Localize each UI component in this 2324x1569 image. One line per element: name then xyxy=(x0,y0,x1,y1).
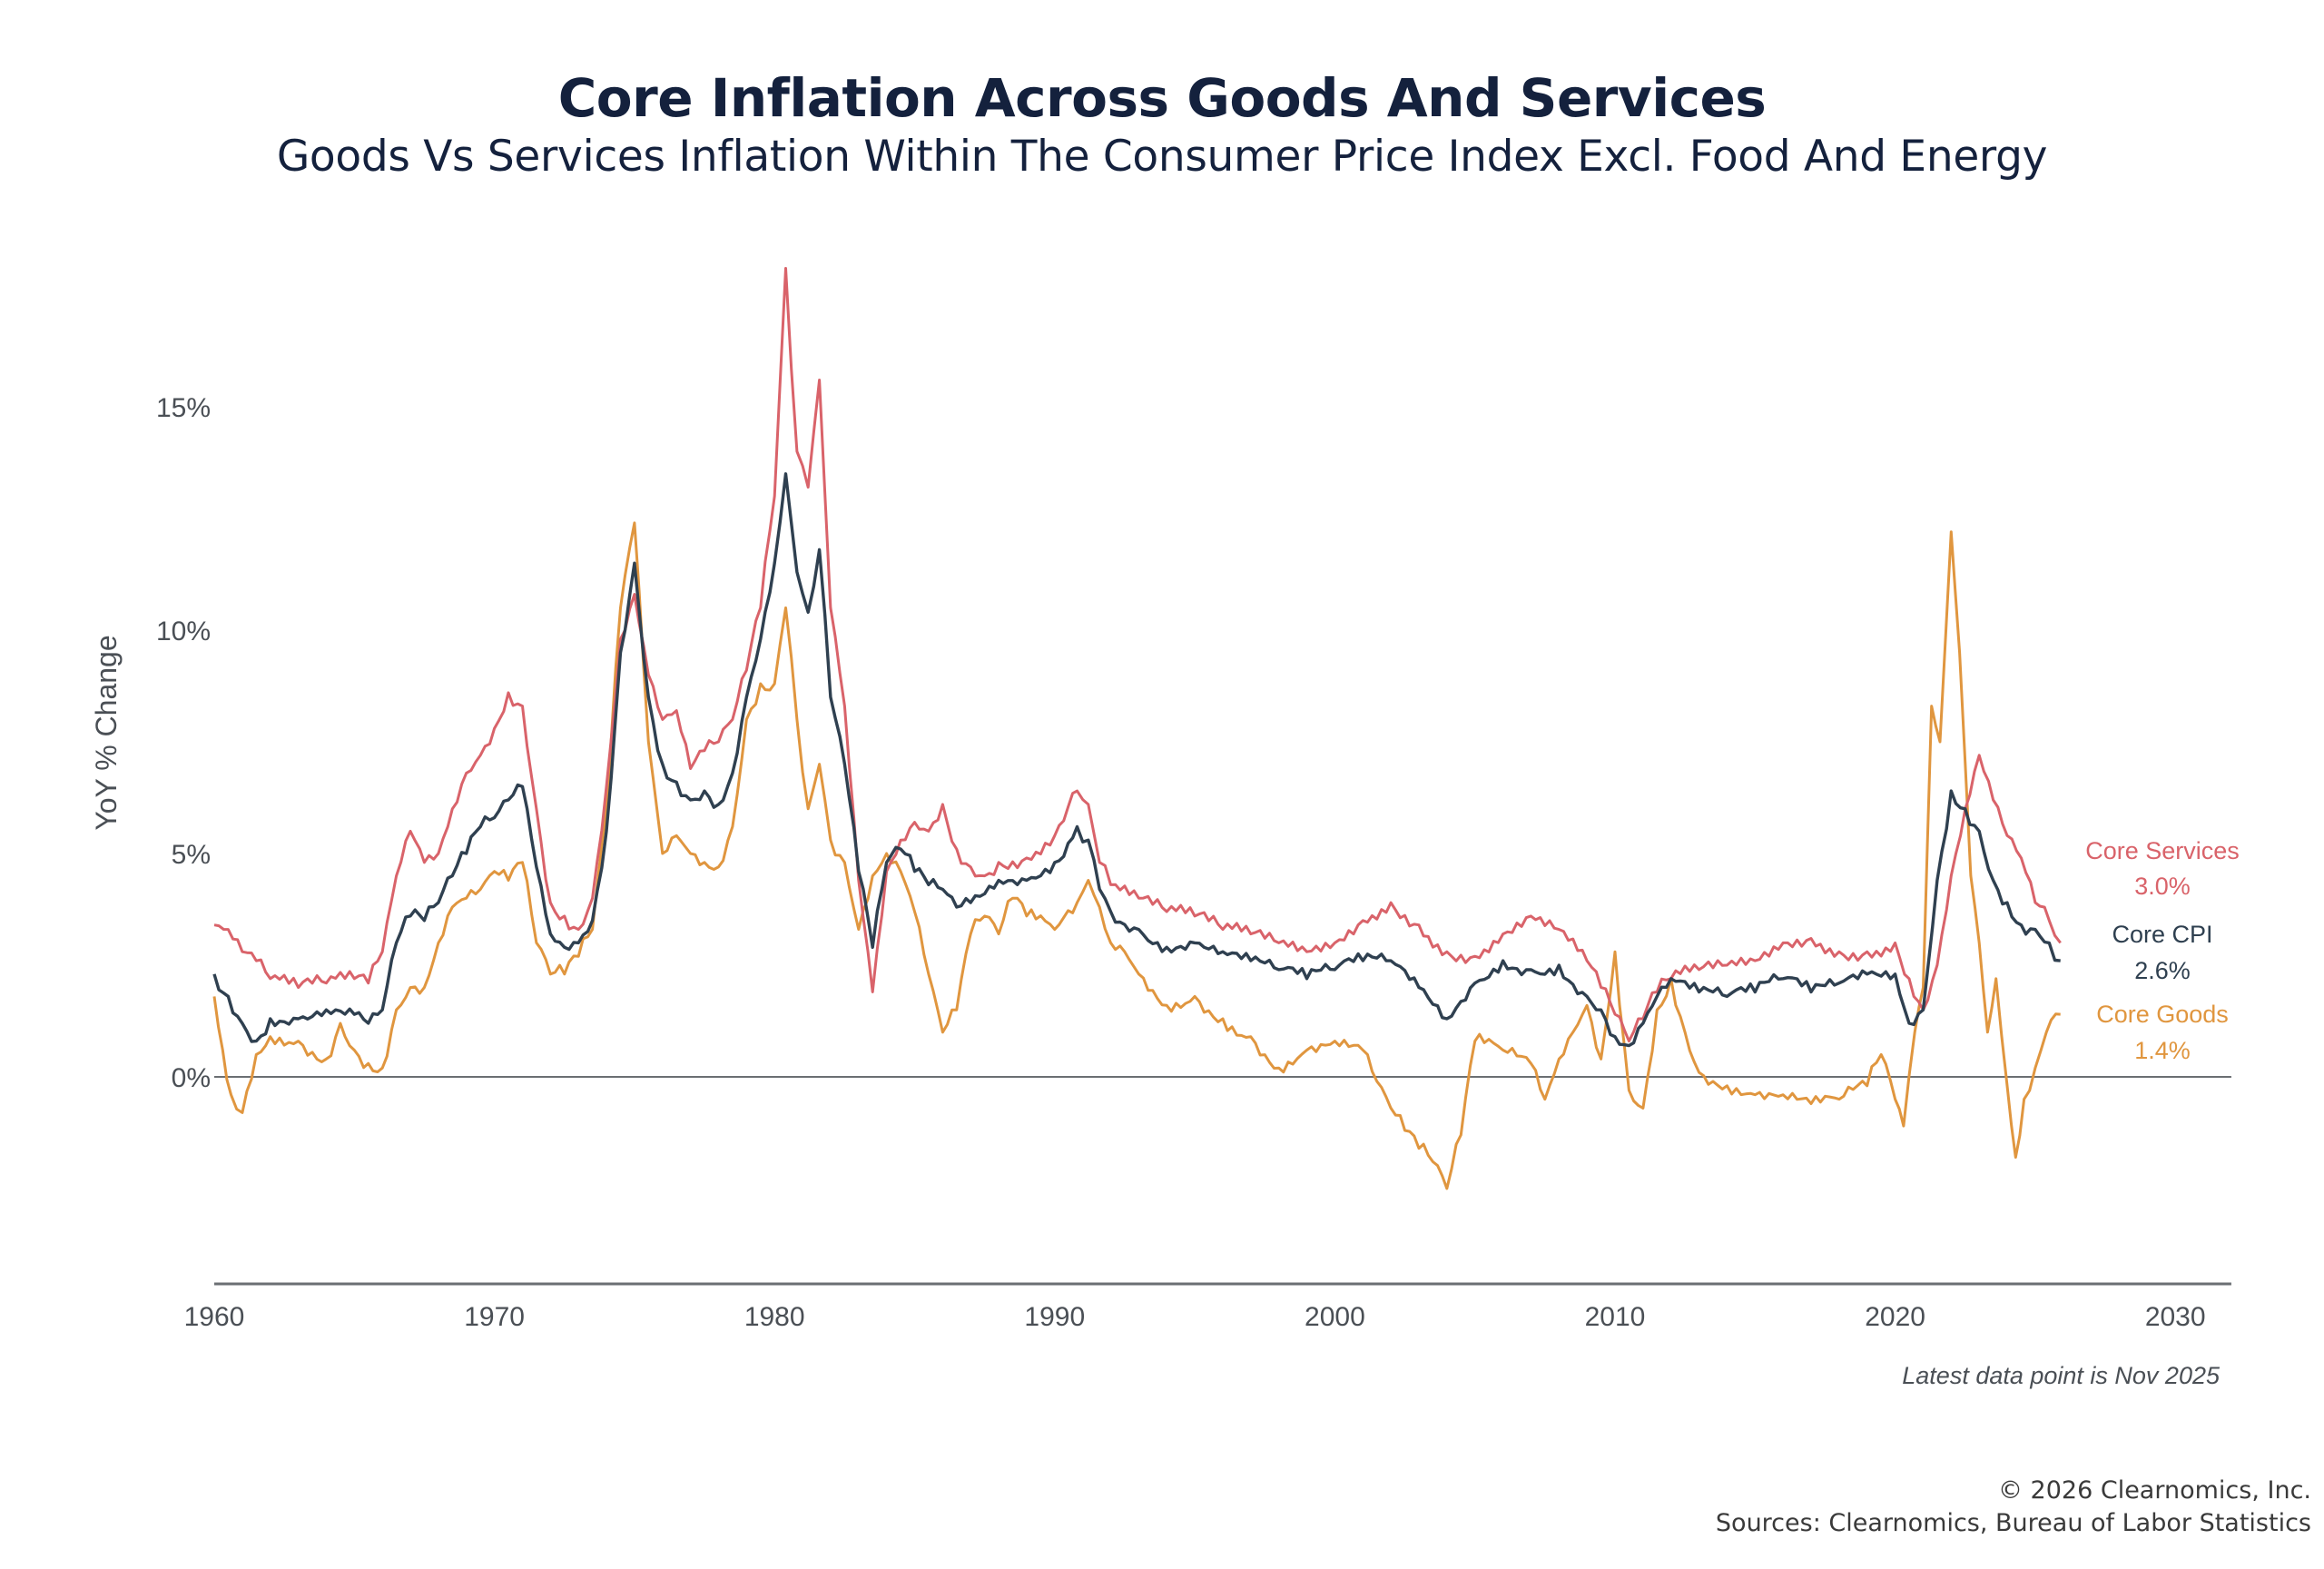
latest-data-note: Latest data point is Nov 2025 xyxy=(1902,1362,2220,1389)
x-tick-label: 1990 xyxy=(1024,1302,1085,1332)
y-axis-title: YoY % Change xyxy=(90,635,123,830)
sources-text: Sources: Clearnomics, Bureau of Labor St… xyxy=(1715,1509,2311,1537)
end-label-value-core-goods: 1.4% xyxy=(2134,1037,2191,1064)
y-tick-label: 15% xyxy=(156,393,211,423)
x-tick-label: 1980 xyxy=(744,1302,805,1332)
x-tick-label: 2030 xyxy=(2145,1302,2206,1332)
series-line-core-services xyxy=(213,267,2062,1043)
footer-credits: © 2026 Clearnomics, Inc. Sources: Clearn… xyxy=(1716,1475,2311,1540)
y-tick-label: 0% xyxy=(172,1063,211,1093)
copyright-text: © 2026 Clearnomics, Inc. xyxy=(1997,1476,2311,1505)
series-line-core-cpi xyxy=(212,472,2061,1048)
y-tick-label: 5% xyxy=(172,840,211,870)
end-label-name-core-services: Core Services xyxy=(2085,837,2240,864)
y-axis-ticks: 0% 5% 10% 15% xyxy=(156,393,211,1093)
series-line-core-goods xyxy=(212,521,2061,1190)
series-group xyxy=(212,267,2062,1190)
x-axis-ticks: 1960 1970 1980 1990 2000 2010 2020 2030 xyxy=(184,1302,2206,1332)
x-tick-label: 1960 xyxy=(184,1302,245,1332)
chart-subtitle: Goods Vs Services Inflation Within The C… xyxy=(276,132,2048,182)
x-tick-label: 1970 xyxy=(464,1302,525,1332)
end-label-name-core-cpi: Core CPI xyxy=(2112,921,2212,948)
x-tick-label: 2010 xyxy=(1585,1302,1646,1332)
end-label-value-core-cpi: 2.6% xyxy=(2134,957,2191,984)
chart-title: Core Inflation Across Goods And Services xyxy=(557,67,1767,129)
end-label-value-core-services: 3.0% xyxy=(2134,873,2191,900)
x-tick-label: 2020 xyxy=(1865,1302,1925,1332)
end-labels: Core Services 3.0% Core CPI 2.6% Core Goods 1… xyxy=(2085,837,2240,1064)
y-tick-label: 10% xyxy=(156,617,211,646)
x-tick-label: 2000 xyxy=(1305,1302,1365,1332)
end-label-name-core-goods: Core Goods xyxy=(2096,1001,2229,1028)
